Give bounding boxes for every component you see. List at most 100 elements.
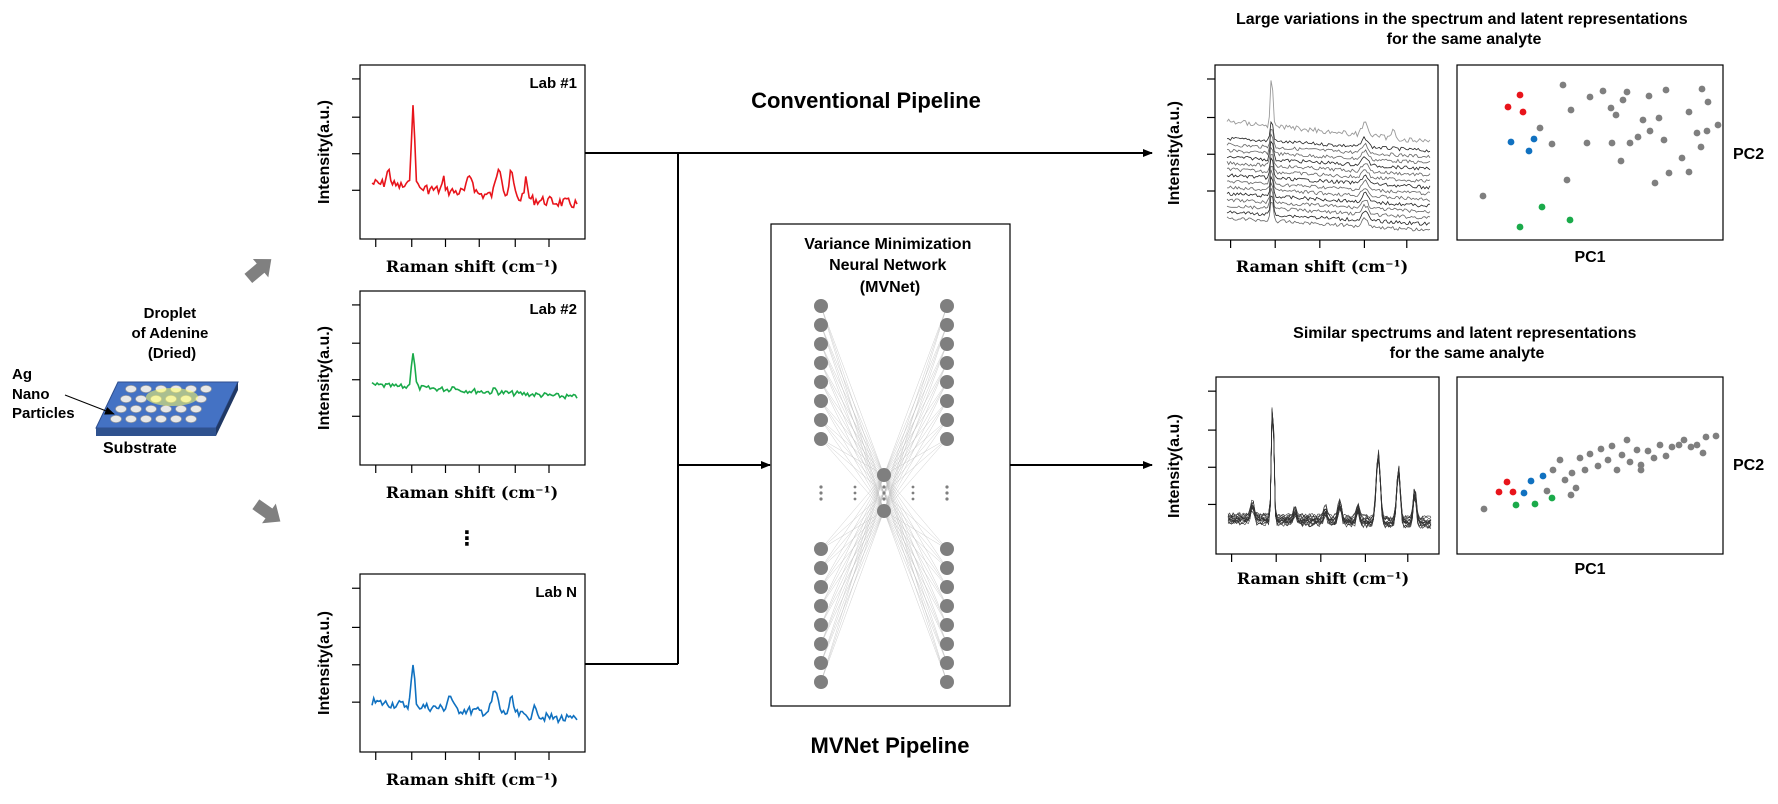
ellipsis-dot <box>911 497 915 501</box>
edge <box>883 474 948 550</box>
ellipsis-dot <box>911 491 915 495</box>
bottom-pc1-label: PC1 <box>1574 561 1605 578</box>
edge <box>883 305 948 476</box>
edge <box>883 510 948 607</box>
input-node <box>814 356 828 370</box>
more-labs-ellipsis: ⋮ <box>457 528 477 550</box>
ellipsis-dot <box>945 497 949 501</box>
input-node <box>814 599 828 613</box>
ellipsis-dot <box>882 491 886 495</box>
pca-point <box>1634 133 1642 141</box>
edge <box>883 343 948 512</box>
edge <box>820 510 885 626</box>
edge <box>820 324 885 494</box>
pca-point <box>1698 85 1706 93</box>
spectrum-line <box>1226 187 1431 220</box>
pca-point <box>1583 139 1591 147</box>
ellipsis-dot <box>882 497 886 501</box>
pca-point <box>1693 441 1701 449</box>
pca-point <box>1646 127 1654 135</box>
edge <box>883 474 948 664</box>
lab2-spectrum <box>371 353 578 400</box>
substrate-label: Substrate <box>103 440 177 457</box>
nanoparticle <box>135 395 147 403</box>
edge <box>820 492 885 569</box>
edge <box>883 474 948 607</box>
edge <box>883 400 948 512</box>
bottleneck-node <box>877 468 891 482</box>
pca-point <box>1604 456 1612 464</box>
edge <box>820 324 885 512</box>
edge <box>820 419 885 494</box>
nanoparticle <box>190 405 202 413</box>
edge <box>883 510 948 550</box>
spectrum-line <box>1226 128 1431 158</box>
spectrum-line <box>1226 120 1431 153</box>
pca-point <box>1608 442 1616 450</box>
edge <box>883 324 948 476</box>
top-results-caption: Large variations in the spectrum and lat… <box>1236 11 1692 48</box>
edge <box>820 381 885 512</box>
edge <box>883 474 948 569</box>
lab1-title: Lab #1 <box>529 75 577 92</box>
edge <box>883 419 948 476</box>
edge <box>820 510 885 607</box>
pca-point <box>1556 456 1564 464</box>
nanoparticle <box>125 415 137 423</box>
pca-point <box>1503 478 1511 486</box>
edge <box>883 343 948 476</box>
down-right-arrow <box>252 499 281 524</box>
pca-point <box>1480 505 1488 513</box>
edge <box>820 492 885 550</box>
pca-point <box>1512 501 1520 509</box>
edge <box>820 510 885 550</box>
edge <box>820 474 885 626</box>
spectrum-line <box>1226 80 1431 143</box>
bottom-results-caption: Similar spectrums and latent representat… <box>1293 325 1641 362</box>
nanoparticle <box>160 405 172 413</box>
pca-point <box>1687 443 1695 451</box>
spectrum-line <box>1226 146 1431 177</box>
pca-point <box>1714 121 1722 129</box>
edge <box>883 492 948 607</box>
ellipsis-dot <box>853 491 857 495</box>
edge <box>883 305 948 494</box>
edge <box>883 343 948 494</box>
edge <box>820 474 885 645</box>
edge <box>883 381 948 476</box>
edge <box>820 510 885 569</box>
spectrum-line <box>1227 412 1432 528</box>
spectrum-line <box>1226 195 1431 226</box>
pca-point <box>1693 129 1701 137</box>
pca-point <box>1668 443 1676 451</box>
spectrum-line <box>1227 132 1431 165</box>
edge <box>820 305 885 494</box>
pca-point <box>1566 216 1574 224</box>
pca-point <box>1495 488 1503 496</box>
edge <box>820 343 885 494</box>
spectrum-line <box>1226 165 1431 196</box>
edge <box>820 343 885 476</box>
edge <box>883 510 948 683</box>
input-node <box>814 580 828 594</box>
output-node <box>940 299 954 313</box>
edge <box>820 305 885 512</box>
edge <box>883 474 948 683</box>
output-node <box>940 580 954 594</box>
edge <box>820 474 885 569</box>
spectrum-line <box>1226 154 1431 183</box>
spectrum-line <box>1226 175 1431 208</box>
pca-point <box>1563 176 1571 184</box>
pca-point <box>1613 466 1621 474</box>
droplet-label: Droplet of Adenine (Dried) <box>131 305 212 362</box>
top-pc1-label: PC1 <box>1574 249 1605 266</box>
pca-point <box>1656 441 1664 449</box>
input-node <box>814 413 828 427</box>
pca-point <box>1644 447 1652 455</box>
pca-point <box>1655 114 1663 122</box>
pca-point <box>1633 446 1641 454</box>
edge <box>820 362 885 494</box>
pca-point <box>1665 169 1673 177</box>
up-right-arrow <box>244 258 272 284</box>
pca-point <box>1712 432 1720 440</box>
